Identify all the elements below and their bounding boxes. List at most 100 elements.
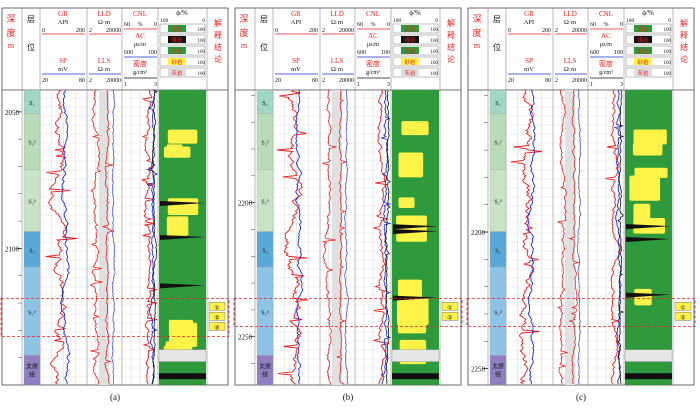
lls-curve: [101, 89, 115, 385]
lith-legend-label: 砂岩: [404, 58, 416, 66]
interp-mark: ①: [214, 304, 219, 311]
ac-unit: μs/m: [367, 42, 379, 48]
lith-limestone: [391, 349, 440, 362]
lith-legend-swatch: [634, 47, 652, 54]
lith-legend-scale: 100: [431, 61, 439, 66]
lld-curve: [89, 89, 103, 385]
den-max: 3: [154, 82, 157, 88]
lith-sandstone: [401, 121, 429, 136]
lld-unit: Ω·m: [331, 19, 343, 26]
layer-block: [23, 355, 41, 386]
cnl-max: 0: [387, 22, 390, 28]
lith-legend-label: 煤岩: [171, 36, 183, 44]
panel-frame: [1, 7, 229, 386]
interp-header-char: 结: [214, 42, 222, 52]
lls-blue-curve: [344, 89, 349, 385]
den-name: 密度: [133, 59, 147, 68]
layer-label: S₁: [29, 101, 34, 107]
lith-legend-swatch: [401, 47, 419, 54]
lls-curve: [335, 89, 348, 385]
layer-header-char: 层: [27, 15, 35, 24]
gr-curve: [45, 89, 78, 385]
layer-label: S₂²: [28, 141, 35, 147]
gr-unit: API: [58, 19, 68, 26]
sp-name: SP: [292, 57, 300, 65]
depth-label: 2100: [5, 245, 20, 253]
den-curve: [151, 89, 158, 385]
lith-sandstone: [396, 215, 427, 242]
resistivity-band: [565, 90, 575, 385]
depth-label: 2200: [471, 229, 486, 237]
lls-unit: Ω·m: [331, 66, 343, 73]
cnl-name: CNL: [133, 10, 147, 18]
lls-min: 2: [555, 78, 558, 84]
interp-box: [441, 302, 459, 311]
lld-name: LLD: [330, 10, 344, 18]
depth-header-char: 度: [472, 27, 481, 38]
lith-limestone: [624, 349, 673, 362]
cnl-min: 60: [590, 22, 596, 28]
ac-max: 100: [614, 50, 623, 56]
ac-min: 600: [590, 50, 599, 56]
cnl-min: 60: [357, 22, 363, 28]
gr-max: 200: [309, 28, 318, 34]
sp-max: 80: [312, 78, 318, 84]
lith-legend-label: 灰岩: [404, 47, 416, 55]
layer-label: S₂⁴: [28, 310, 36, 316]
lith-coal: [160, 235, 205, 241]
layer-label: 组: [29, 370, 35, 378]
interp-header-char: 论: [214, 54, 222, 64]
den-name: 密度: [599, 59, 613, 68]
depth-header-char: 深: [472, 14, 481, 24]
ac-name: AC: [601, 32, 611, 40]
cnl-unit: %: [604, 22, 609, 28]
lld-max: 20000: [572, 28, 587, 34]
layer-label: 太原: [259, 362, 271, 370]
depth-header-char: 深: [6, 14, 15, 24]
lith-legend-scale: 100: [198, 72, 206, 77]
den-name: 密度: [366, 59, 380, 68]
lls-unit: Ω·m: [98, 66, 110, 73]
lith-legend-label: 泥岩: [637, 25, 649, 33]
lld-name: LLD: [97, 10, 111, 18]
ac-curve: [613, 89, 625, 385]
layer-label: S₁: [495, 101, 500, 107]
lith-sandstone: [632, 142, 663, 156]
den-unit: g/cm³: [366, 70, 380, 76]
depth-header-char: 度: [239, 27, 248, 38]
layer-label: S₂: [495, 248, 500, 254]
interp-mark: ①: [680, 304, 685, 311]
phi-min: 100: [160, 18, 169, 24]
layer-label: S₂³: [494, 200, 501, 206]
lith-coal-bottom: [625, 373, 672, 380]
sp-unit: mV: [291, 66, 301, 73]
lith-legend-swatch: [401, 58, 419, 65]
depth-label: 2250: [471, 366, 486, 374]
lith-legend-scale: 100: [198, 61, 206, 66]
depth-label: 2200: [238, 200, 253, 208]
lls-min: 2: [322, 78, 325, 84]
layer-label: S₁: [262, 101, 267, 107]
lld-min: 2: [89, 28, 92, 34]
resistivity-band: [332, 90, 342, 385]
interp-box: [674, 312, 692, 321]
lith-legend-swatch: [168, 69, 186, 76]
depth-label: 2050: [5, 109, 20, 117]
cnl-unit: %: [138, 22, 143, 28]
sp-max: 80: [79, 78, 85, 84]
interp-box: [208, 302, 226, 311]
panel-frame: [467, 7, 695, 386]
lld-unit: Ω·m: [98, 19, 110, 26]
layer-label: S₂²: [494, 141, 501, 147]
gr-name: GR: [524, 10, 534, 18]
lith-legend-scale: 100: [198, 39, 206, 44]
interp-header-char: 释: [680, 31, 688, 40]
layer-header-char: 层: [260, 15, 268, 24]
interp-mark: ①: [447, 304, 452, 311]
sp-curve: [60, 89, 71, 385]
ac-min: 600: [124, 50, 133, 56]
depth-label: 2250: [238, 334, 253, 342]
lith-legend-scale: 100: [198, 28, 206, 33]
lith-legend-scale: 100: [431, 72, 439, 77]
lith-coal: [393, 224, 438, 230]
